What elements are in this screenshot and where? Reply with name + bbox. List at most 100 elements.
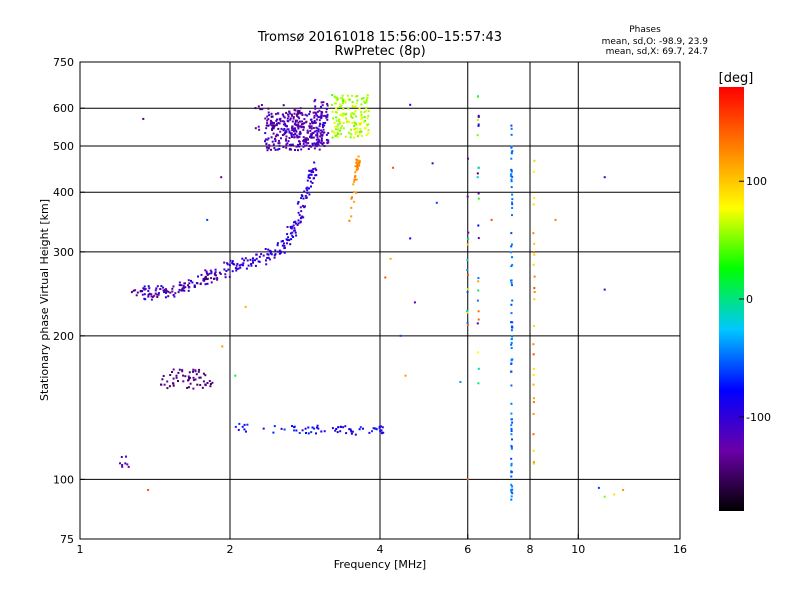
echo-point: [354, 178, 357, 181]
echo-point: [510, 498, 513, 501]
echo-point: [312, 136, 315, 139]
echo-point: [294, 123, 297, 126]
echo-point: [354, 110, 357, 113]
echo-point: [204, 384, 207, 387]
echo-point: [310, 173, 313, 176]
echo-point: [342, 108, 345, 110]
echo-point: [197, 275, 199, 278]
phase-stats-title: Phases: [629, 25, 661, 35]
echo-point: [147, 289, 150, 292]
echo-point: [312, 171, 315, 173]
echo-point: [356, 95, 359, 98]
echo-point: [301, 215, 304, 218]
echo-point: [250, 264, 253, 267]
echo-point: [603, 288, 606, 291]
x-tick-label: 1: [77, 543, 84, 556]
echo-point: [320, 113, 323, 116]
echo-point: [510, 418, 513, 421]
echo-point: [320, 137, 323, 140]
echo-point: [121, 465, 124, 468]
echo-point: [219, 273, 222, 275]
echo-point: [477, 192, 480, 195]
echo-point: [510, 359, 513, 362]
echo-point: [321, 104, 324, 107]
echo-point: [299, 221, 302, 224]
echo-point: [167, 295, 170, 298]
echo-point: [289, 225, 292, 228]
echo-point: [360, 121, 362, 124]
echo-point: [366, 117, 369, 120]
echo-point: [226, 262, 229, 265]
echo-point: [289, 132, 292, 135]
echo-point: [267, 253, 270, 256]
echo-point: [285, 146, 288, 149]
echo-point: [510, 412, 513, 415]
echo-point: [144, 298, 147, 301]
echo-point: [270, 136, 273, 139]
echo-point: [510, 178, 513, 181]
echo-point: [359, 123, 362, 126]
echo-point: [148, 292, 151, 295]
echo-point: [311, 122, 314, 125]
echo-point: [172, 368, 175, 371]
echo-point: [317, 116, 320, 119]
echo-point: [317, 130, 320, 133]
echo-point: [189, 376, 191, 379]
echo-point: [175, 376, 178, 379]
echo-point: [532, 353, 535, 356]
echo-point: [335, 96, 338, 99]
echo-point: [317, 427, 320, 430]
echo-point: [273, 122, 275, 124]
echo-point: [296, 119, 298, 122]
echo-point: [351, 196, 353, 199]
echo-point: [299, 217, 302, 220]
echo-point: [313, 100, 316, 103]
echo-point: [187, 284, 189, 287]
echo-point: [315, 126, 318, 129]
echo-point: [511, 203, 514, 206]
echo-point: [132, 289, 135, 292]
echo-point: [353, 200, 356, 203]
echo-point: [532, 373, 535, 376]
echo-point: [175, 374, 178, 377]
echo-point: [352, 183, 355, 186]
echo-point: [275, 133, 278, 136]
echo-point: [346, 94, 349, 97]
echo-point: [274, 137, 276, 140]
echo-point: [298, 110, 301, 113]
echo-point: [310, 127, 313, 130]
echo-point: [532, 263, 535, 266]
echo-point: [297, 219, 300, 222]
echo-point: [239, 266, 242, 269]
echo-point: [354, 122, 357, 125]
echo-point: [532, 433, 535, 436]
echo-point: [318, 109, 321, 112]
echo-point: [296, 144, 299, 147]
echo-point: [358, 164, 361, 167]
echo-point: [510, 471, 513, 474]
echo-point: [314, 105, 317, 108]
echo-point: [280, 127, 283, 130]
echo-point: [240, 263, 243, 266]
echo-point: [357, 161, 360, 164]
echo-point: [314, 121, 317, 124]
echo-point: [317, 138, 320, 141]
echo-point: [533, 298, 536, 301]
echo-point: [188, 371, 191, 374]
echo-point: [477, 289, 480, 292]
x-axis-label: Frequency [MHz]: [334, 558, 426, 571]
echo-point: [277, 122, 280, 125]
echo-point: [266, 149, 269, 152]
echo-point: [367, 123, 370, 126]
echo-point: [199, 376, 202, 379]
echo-point: [249, 258, 252, 261]
echo-point: [277, 142, 280, 145]
echo-point: [187, 286, 190, 289]
echo-point: [476, 119, 479, 121]
echo-point: [283, 242, 285, 245]
echo-point: [306, 191, 309, 194]
echo-point: [235, 269, 238, 272]
echo-point: [180, 284, 183, 287]
echo-point: [296, 224, 299, 226]
echo-point: [218, 271, 221, 274]
